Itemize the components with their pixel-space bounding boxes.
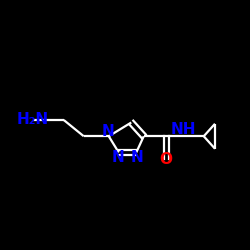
Text: N: N: [130, 150, 143, 166]
Text: NH: NH: [171, 122, 196, 138]
Text: N: N: [102, 124, 114, 139]
Text: H₂N: H₂N: [16, 112, 48, 128]
Text: O: O: [160, 152, 173, 168]
Text: N: N: [112, 150, 124, 166]
